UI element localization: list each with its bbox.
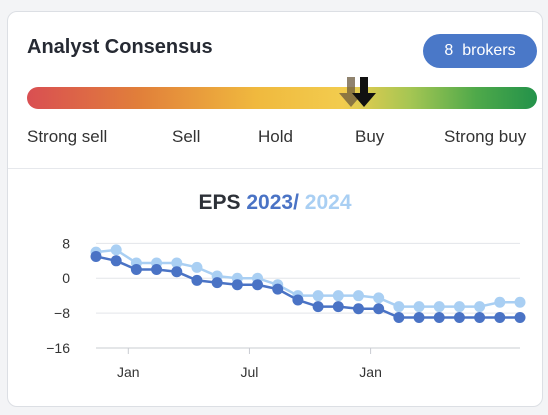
- brokers-label: brokers: [462, 42, 516, 59]
- y-tick-label: −8: [54, 305, 70, 321]
- brokers-count: 8: [444, 42, 454, 59]
- data-point-2024: [433, 301, 445, 313]
- data-point-2023: [352, 303, 364, 315]
- data-point-2023: [393, 311, 405, 323]
- data-point-2023: [231, 279, 243, 291]
- card-title: Analyst Consensus: [27, 36, 213, 58]
- data-point-2024: [352, 290, 364, 302]
- data-point-2024: [413, 301, 425, 313]
- data-point-2024: [494, 296, 506, 308]
- data-point-2023: [474, 311, 486, 323]
- data-point-2023: [494, 311, 506, 323]
- legend-separator: /: [293, 191, 299, 214]
- data-point-2024: [312, 290, 324, 302]
- data-point-2024: [373, 292, 385, 304]
- data-point-2023: [191, 274, 203, 286]
- data-point-2024: [191, 261, 203, 273]
- data-point-2023: [171, 266, 183, 278]
- data-point-2023: [373, 303, 385, 315]
- series-line-2024: [95, 248, 520, 308]
- consensus-marker-icon: [351, 77, 376, 107]
- scale-label-buy: Buy: [355, 127, 385, 146]
- data-point-2024: [453, 301, 465, 313]
- x-tick-label: Jan: [117, 364, 140, 380]
- data-point-2023: [211, 277, 223, 289]
- data-point-2023: [332, 301, 344, 313]
- data-point-2023: [312, 301, 324, 313]
- section-divider: [8, 168, 542, 169]
- data-point-2023: [413, 311, 425, 323]
- legend-year-2024[interactable]: 2024: [304, 191, 352, 214]
- series-line-2023: [95, 255, 520, 319]
- data-point-2024: [110, 244, 122, 256]
- consensus-gauge-bar: [27, 87, 537, 109]
- legend-year-2023[interactable]: 2023: [246, 191, 294, 214]
- data-point-2024: [514, 296, 526, 308]
- data-point-2024: [474, 301, 486, 313]
- scale-label-strong-sell: Strong sell: [27, 127, 108, 146]
- consensus-scale: Strong sell Sell Hold Buy Strong buy: [8, 127, 542, 149]
- eps-label: EPS: [198, 191, 241, 214]
- data-point-2023: [151, 264, 163, 276]
- scale-label-hold: Hold: [258, 127, 293, 146]
- y-tick-label: −16: [46, 340, 70, 356]
- analyst-consensus-card: Analyst Consensus 8 brokers Strong sell …: [7, 11, 543, 407]
- eps-line-chart: 8 0 −8 −16 Jan Jul Jan: [46, 235, 526, 380]
- y-tick-label: 0: [62, 270, 70, 286]
- data-point-2024: [332, 290, 344, 302]
- y-tick-label: 8: [62, 235, 70, 251]
- data-point-2023: [90, 250, 102, 262]
- scale-label-sell: Sell: [172, 127, 201, 146]
- data-point-2023: [110, 255, 122, 267]
- data-point-2024: [393, 301, 405, 313]
- data-point-2024: [171, 257, 183, 269]
- data-point-2023: [514, 311, 526, 323]
- data-point-2023: [292, 294, 304, 306]
- data-point-2023: [272, 283, 284, 295]
- brokers-badge[interactable]: 8 brokers: [423, 34, 537, 68]
- x-tick-label: Jan: [359, 364, 382, 380]
- data-point-2023: [130, 264, 142, 276]
- scale-label-strong-buy: Strong buy: [444, 127, 527, 146]
- data-point-2023: [433, 311, 445, 323]
- eps-chart-title: EPS 2023/ 2024: [8, 191, 542, 215]
- x-tick-label: Jul: [240, 364, 258, 380]
- data-point-2023: [252, 279, 264, 291]
- data-point-2023: [453, 311, 465, 323]
